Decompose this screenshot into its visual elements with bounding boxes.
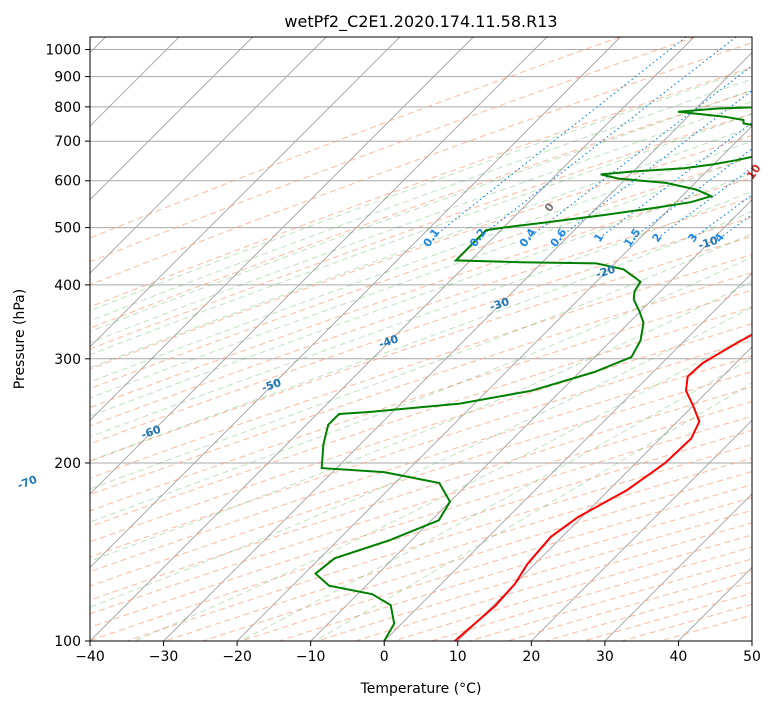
dry-adiabat-label: -50: [260, 376, 283, 395]
y-axis-label: Pressure (hPa): [12, 289, 28, 389]
reference-line-labels: -100-90-80-70-60-50-40-30-20-100.10.20.4…: [16, 162, 764, 492]
isotherm-line: [530, 419, 752, 641]
moist-adiabat-line: [314, 382, 752, 641]
dry-adiabat-line: [90, 429, 752, 641]
dry-adiabat-line: [90, 37, 695, 263]
dry-adiabat-line: [90, 254, 752, 479]
dry-adiabat-line: [90, 156, 752, 390]
y-tick-label: 700: [54, 134, 81, 150]
plot-frame: [89, 36, 753, 642]
y-tick-label: 200: [54, 456, 81, 472]
isotherm-line: [90, 37, 695, 641]
isotherm-line: [751, 640, 752, 641]
dry-adiabat-label: -10: [697, 234, 720, 253]
dry-adiabat-line: [90, 386, 752, 601]
chart-title: wetPf2_C2E1.2020.174.11.58.R13: [284, 12, 557, 32]
moist-adiabat-line: [90, 67, 752, 312]
dry-adiabat-line: [90, 66, 752, 308]
dry-adiabat-line: [90, 216, 752, 445]
y-tick-label: 800: [54, 100, 81, 116]
isotherm-line: [310, 198, 752, 641]
x-tick-label: 30: [596, 649, 614, 665]
dry-adiabat-label: -40: [377, 332, 400, 351]
y-tick-label: 1000: [45, 43, 81, 59]
x-tick-label: 10: [449, 649, 467, 665]
mixing-ratio-label: 1.5: [621, 226, 643, 249]
y-tick-label: 600: [54, 174, 81, 190]
dry-adiabat-label: -30: [488, 295, 511, 314]
mixing-ratio-line: [657, 167, 752, 239]
mixing-ratio-line: [431, 37, 687, 239]
mixing-ratio-line: [693, 194, 752, 239]
isotherm-line: [678, 566, 752, 641]
dry-adiabat-line: [90, 177, 752, 409]
sounding-series: [313, 106, 752, 641]
dry-adiabat-label: -70: [16, 473, 40, 492]
y-tick-label: 400: [54, 278, 81, 294]
dry-adiabat-label: -20: [594, 263, 617, 282]
isotherm-line: [90, 37, 254, 201]
x-tick-label: 20: [522, 649, 540, 665]
x-tick-label: −10: [296, 649, 326, 665]
mixing-ratio-label: 0.1: [421, 226, 443, 249]
moist-adiabat-line: [90, 113, 752, 356]
y-tick-label: 300: [54, 352, 81, 368]
isotherm-line: [90, 37, 474, 422]
dry-adiabat-line: [126, 443, 752, 641]
moist-adiabat-line: [90, 89, 752, 333]
axis-ticks: −40 −30 −20 −10 0 10 20 30 40 50 100 200 300 400 500 60…: [45, 43, 761, 665]
isotherm-line: [90, 37, 548, 495]
x-tick-label: 40: [670, 649, 688, 665]
moist-adiabat-line: [90, 256, 752, 523]
x-tick-label: −40: [75, 649, 105, 665]
moist-adiabat-line: [90, 233, 752, 490]
x-tick-label: −30: [149, 649, 179, 665]
plot-background-lines: [90, 37, 775, 641]
dry-adiabat-line: [202, 470, 752, 641]
dry-adiabat-line: [90, 306, 752, 528]
mixing-ratio-line: [598, 121, 752, 239]
x-axis-label: Temperature (°C): [360, 681, 482, 697]
mixing-ratio-label: 0.4: [517, 226, 539, 250]
dry-adiabat-line: [90, 272, 752, 496]
dry-adiabat-label: -60: [139, 423, 162, 442]
mixing-ratio-label: 2: [650, 231, 665, 245]
y-tick-label: 100: [54, 634, 81, 650]
x-tick-label: 0: [380, 649, 389, 665]
x-tick-label: −20: [222, 649, 252, 665]
y-tick-label: 500: [54, 221, 81, 237]
dry-adiabat-line: [90, 323, 752, 543]
dry-adiabat-line: [90, 42, 752, 286]
y-tick-label: 900: [54, 70, 81, 86]
mixing-ratio-label: 1: [591, 231, 606, 245]
moist-adiabat-line: [90, 155, 752, 399]
dry-adiabat-line: [90, 415, 752, 628]
isotherm-line: [163, 51, 752, 641]
moist-adiabat-line: [240, 357, 752, 641]
mixing-ratio-line: [759, 37, 775, 238]
isotherm-line: [236, 125, 752, 641]
x-tick-label: 50: [743, 649, 761, 665]
temperature-line: [454, 333, 752, 641]
moist-adiabat-line: [134, 332, 752, 641]
dry-adiabat-line: [90, 197, 752, 427]
isotherm-line: [604, 493, 752, 641]
moist-adiabat-line: [90, 140, 752, 383]
moist-adiabat-line: [90, 211, 752, 462]
isotherm-line: [90, 37, 327, 274]
isotherm-line: [383, 272, 752, 641]
isotherm-line: [90, 37, 621, 569]
dry-adiabat-line: [90, 355, 752, 573]
dewpoint-line: [313, 106, 752, 641]
moist-adiabat-line: [90, 281, 752, 562]
dry-adiabat-line: [90, 37, 621, 239]
isotherm-line: [457, 346, 752, 641]
isotherm-line: [90, 37, 401, 348]
moist-adiabat-line: [90, 126, 752, 369]
